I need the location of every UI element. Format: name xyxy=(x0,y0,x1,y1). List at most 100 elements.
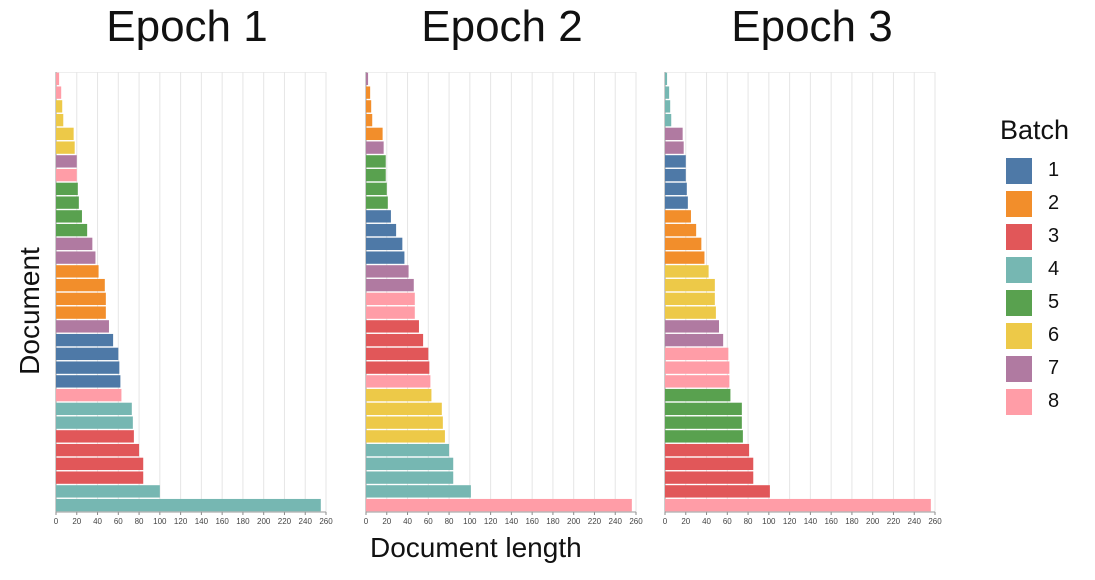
legend-item-8: 8 xyxy=(1000,385,1069,418)
x-axis-title: Document length xyxy=(370,532,582,563)
x-tick-label: 220 xyxy=(887,517,901,526)
bar-batch-7 xyxy=(366,141,384,154)
bar-batch-6 xyxy=(56,100,63,113)
bar-batch-1 xyxy=(366,210,391,223)
x-tick-label: 120 xyxy=(783,517,797,526)
bar-batch-8 xyxy=(366,292,415,306)
bar-batch-1 xyxy=(366,237,403,251)
x-tick-label: 120 xyxy=(484,517,498,526)
bar-batch-2 xyxy=(56,278,105,292)
bar-batch-2 xyxy=(366,86,371,99)
x-tick-label: 180 xyxy=(845,517,859,526)
x-tick-label: 80 xyxy=(135,517,144,526)
x-tick-label: 60 xyxy=(723,517,732,526)
x-tick-label: 260 xyxy=(928,517,942,526)
bar-batch-3 xyxy=(56,430,134,443)
bar-batch-5 xyxy=(665,430,743,443)
x-tick-label: 240 xyxy=(299,517,313,526)
bar-batch-7 xyxy=(366,265,409,278)
bar-batch-8 xyxy=(665,375,730,388)
bar-batch-4 xyxy=(366,443,450,457)
bar-batch-7 xyxy=(56,320,109,333)
bar-batch-5 xyxy=(366,182,387,196)
x-tick-label: 40 xyxy=(403,517,412,526)
x-tick-label: 160 xyxy=(215,517,229,526)
bar-batch-7 xyxy=(366,278,414,292)
bar-batch-7 xyxy=(665,127,683,141)
legend-item-1: 1 xyxy=(1000,154,1069,187)
x-tick-label: 240 xyxy=(609,517,623,526)
bar-batch-2 xyxy=(366,127,383,141)
x-tick-label: 200 xyxy=(257,517,271,526)
bar-batch-6 xyxy=(665,292,715,306)
legend-items: 1 2 3 4 5 6 7 8 xyxy=(1000,154,1069,418)
x-tick-label: 140 xyxy=(505,517,519,526)
epoch-1-title: Epoch 1 xyxy=(106,2,268,51)
x-tick-label: 200 xyxy=(866,517,880,526)
bar-batch-4 xyxy=(56,498,321,512)
bar-batch-3 xyxy=(665,457,754,471)
bar-batch-4 xyxy=(56,402,132,416)
x-tick-label: 160 xyxy=(525,517,539,526)
bar-batch-2 xyxy=(56,292,106,306)
bar-batch-8 xyxy=(366,498,632,512)
legend-label: 3 xyxy=(1048,225,1060,247)
x-tick-label: 260 xyxy=(629,517,643,526)
bar-batch-5 xyxy=(56,182,78,196)
x-tick-label: 260 xyxy=(319,517,333,526)
bar-batch-5 xyxy=(366,196,388,209)
bar-batch-6 xyxy=(56,141,75,154)
legend-label: 4 xyxy=(1048,258,1060,280)
x-tick-label: 60 xyxy=(114,517,123,526)
x-tick-label: 240 xyxy=(908,517,922,526)
bar-batch-1 xyxy=(56,361,120,374)
legend-swatch xyxy=(1006,388,1032,415)
bar-batch-1 xyxy=(56,333,114,347)
bar-batch-3 xyxy=(366,361,430,374)
bar-batch-2 xyxy=(366,113,373,127)
legend-item-5: 5 xyxy=(1000,286,1069,319)
legend-label: 1 xyxy=(1048,159,1060,181)
bar-batch-1 xyxy=(56,375,121,388)
bar-batch-2 xyxy=(366,100,372,113)
bar-batch-5 xyxy=(665,416,742,429)
bar-batch-5 xyxy=(56,196,79,209)
x-tick-label: 100 xyxy=(463,517,477,526)
x-tick-label: 60 xyxy=(424,517,433,526)
epoch-2-title: Epoch 2 xyxy=(421,2,583,51)
bar-batch-2 xyxy=(56,306,106,319)
bar-batch-1 xyxy=(56,347,119,361)
x-tick-label: 0 xyxy=(54,517,59,526)
bar-batch-8 xyxy=(665,498,931,512)
bar-batch-3 xyxy=(665,485,770,498)
bar-batch-4 xyxy=(366,457,454,471)
bar-batch-8 xyxy=(56,72,60,86)
bar-batch-5 xyxy=(56,223,88,237)
bar-batch-1 xyxy=(665,182,687,196)
x-tick-label: 0 xyxy=(364,517,369,526)
x-tick-label: 220 xyxy=(588,517,602,526)
legend-swatch xyxy=(1006,289,1032,316)
x-tick-label: 100 xyxy=(762,517,776,526)
bar-batch-3 xyxy=(366,347,429,361)
bar-batch-1 xyxy=(366,251,405,264)
bar-batch-5 xyxy=(56,210,82,223)
epoch-2-chart: 0 20 40 60 80 100 120 140 160 180 200 220 240 260 xyxy=(364,72,643,526)
bar-batch-2 xyxy=(665,210,691,223)
bar-batch-2 xyxy=(665,251,705,264)
bar-batch-4 xyxy=(366,485,471,498)
legend-label: 7 xyxy=(1048,357,1060,379)
bar-batch-6 xyxy=(56,113,64,127)
bar-batch-8 xyxy=(366,306,415,319)
bar-batch-6 xyxy=(366,416,443,429)
bar-batch-4 xyxy=(366,471,454,484)
bar-batch-7 xyxy=(665,141,684,154)
legend-label: 8 xyxy=(1048,390,1060,412)
x-tick-label: 80 xyxy=(744,517,753,526)
bar-batch-5 xyxy=(366,168,386,182)
legend: Batch 1 2 3 4 5 6 7 8 xyxy=(1000,115,1069,418)
x-tick-label: 140 xyxy=(195,517,209,526)
x-tick-label: 40 xyxy=(93,517,102,526)
bar-batch-3 xyxy=(366,333,424,347)
bar-batch-4 xyxy=(665,100,671,113)
